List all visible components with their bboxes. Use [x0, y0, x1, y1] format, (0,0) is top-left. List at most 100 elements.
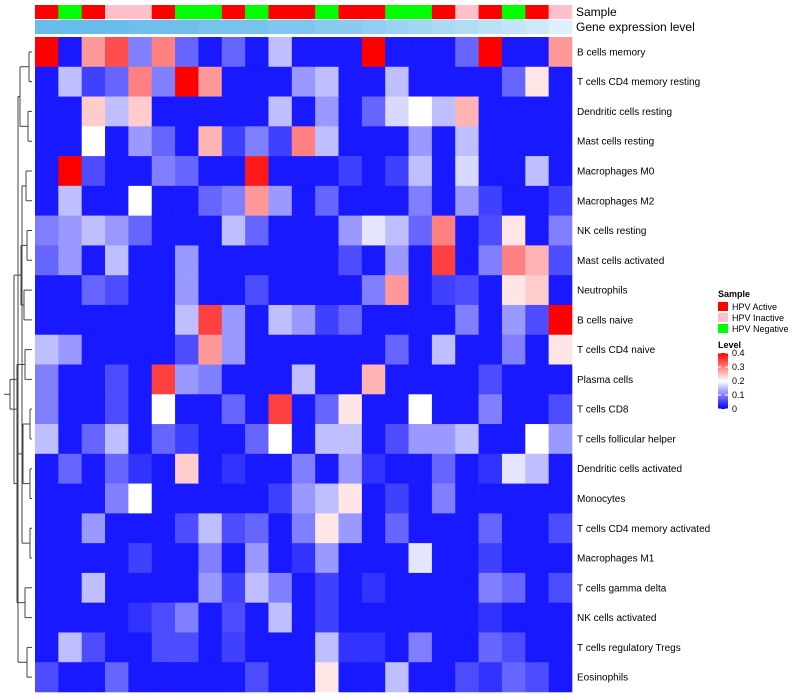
heatmap-cell [268, 364, 293, 395]
heatmap-cell [221, 513, 246, 544]
heatmap-cell [58, 126, 82, 157]
heatmap-cell [338, 156, 363, 187]
heatmap-cell [81, 215, 106, 246]
gene-expression-annotation-cell [361, 20, 386, 34]
heatmap-cell [58, 394, 82, 425]
heatmap-cell [385, 602, 409, 633]
heatmap-cell [525, 215, 549, 246]
heatmap-cell [501, 543, 526, 574]
heatmap-cell [81, 66, 106, 97]
heatmap-cell [291, 632, 316, 663]
heatmap-cell [525, 275, 549, 306]
heatmap-cell [128, 96, 153, 127]
heatmap-cell [548, 275, 573, 306]
row-label: T cells CD4 memory resting [577, 77, 700, 88]
heatmap-cell [315, 572, 339, 603]
level-tick-label: 0.1 [732, 390, 745, 400]
sample-annotation-cell [525, 5, 549, 19]
heatmap-cell [408, 245, 433, 276]
heatmap-cell [338, 245, 363, 276]
sample-annotation-cell [151, 5, 176, 19]
heatmap-cell [35, 543, 59, 574]
heatmap-cell [361, 245, 386, 276]
heatmap-cell [105, 394, 129, 425]
heatmap-cell [478, 334, 503, 365]
heatmap-cell [151, 602, 176, 633]
heatmap-cell [315, 185, 339, 216]
heatmap-cell [501, 453, 526, 484]
sample-annotation-cell [128, 5, 153, 19]
heatmap-cell [198, 364, 223, 395]
heatmap-cell [478, 602, 503, 633]
heatmap-cell [408, 334, 433, 365]
heatmap-cell [105, 275, 129, 306]
heatmap-cell [548, 632, 573, 663]
heatmap-cell [58, 66, 82, 97]
heatmap-cell [361, 602, 386, 633]
heatmap-cell [455, 632, 479, 663]
heatmap-cell [385, 304, 409, 336]
row-label: T cells follicular helper [577, 434, 676, 445]
heatmap-cell [221, 543, 246, 574]
row-label: Mast cells activated [577, 256, 664, 267]
heatmap-cell [525, 543, 549, 574]
heatmap-cell [291, 662, 316, 693]
sample-annotation-cell [221, 5, 246, 19]
heatmap-cell [548, 37, 573, 68]
row-label: T cells regulatory Tregs [577, 643, 681, 654]
heatmap-cell [128, 215, 153, 246]
heatmap-cell [35, 275, 59, 306]
heatmap-cell [431, 304, 456, 336]
heatmap-cell [105, 513, 129, 544]
heatmap-cell [268, 572, 293, 603]
heatmap-cell [105, 304, 129, 336]
heatmap-cell [81, 364, 106, 395]
heatmap-cell [175, 572, 199, 603]
heatmap-cell [338, 37, 363, 68]
heatmap-cell [501, 513, 526, 544]
heatmap-cell [501, 632, 526, 663]
heatmap-cell [245, 215, 269, 246]
heatmap-cell [338, 662, 363, 693]
heatmap-cell [128, 543, 153, 574]
heatmap-cell [128, 37, 153, 68]
heatmap-cell [501, 245, 526, 276]
heatmap-cell [548, 126, 573, 157]
heatmap-cell [501, 334, 526, 365]
heatmap-cell [525, 37, 549, 68]
heatmap-cell [221, 37, 246, 68]
heatmap-cell [198, 245, 223, 276]
heatmap-cell [431, 572, 456, 603]
heatmap-cell [35, 453, 59, 484]
heatmap-cell [361, 215, 386, 246]
heatmap-cell [198, 185, 223, 216]
row-label: B cells memory [577, 47, 645, 58]
heatmap-cell [361, 513, 386, 544]
heatmap-cell [385, 275, 409, 306]
heatmap-cell [385, 334, 409, 365]
heatmap-cell [525, 156, 549, 187]
heatmap-cell [105, 156, 129, 187]
heatmap-cell [151, 364, 176, 395]
heatmap-cell [291, 483, 316, 514]
heatmap-cell [501, 156, 526, 187]
heatmap-cell [35, 572, 59, 603]
heatmap-cell [245, 245, 269, 276]
heatmap-cell [35, 334, 59, 365]
heatmap-cell [175, 394, 199, 425]
level-tick-label: 0.2 [732, 376, 745, 386]
sample-annotation-cell [361, 5, 386, 19]
heatmap-cell [548, 543, 573, 574]
heatmap-cell [385, 513, 409, 544]
heatmap-cell [501, 275, 526, 306]
heatmap-cell [221, 424, 246, 455]
heatmap-cell [81, 156, 106, 187]
heatmap-cell [525, 96, 549, 127]
heatmap-cell [151, 394, 176, 425]
heatmap-cell [385, 394, 409, 425]
heatmap-cell [151, 572, 176, 603]
heatmap-cell [548, 185, 573, 216]
heatmap-cell [478, 543, 503, 574]
heatmap-cell [361, 364, 386, 395]
heatmap-cell [501, 37, 526, 68]
